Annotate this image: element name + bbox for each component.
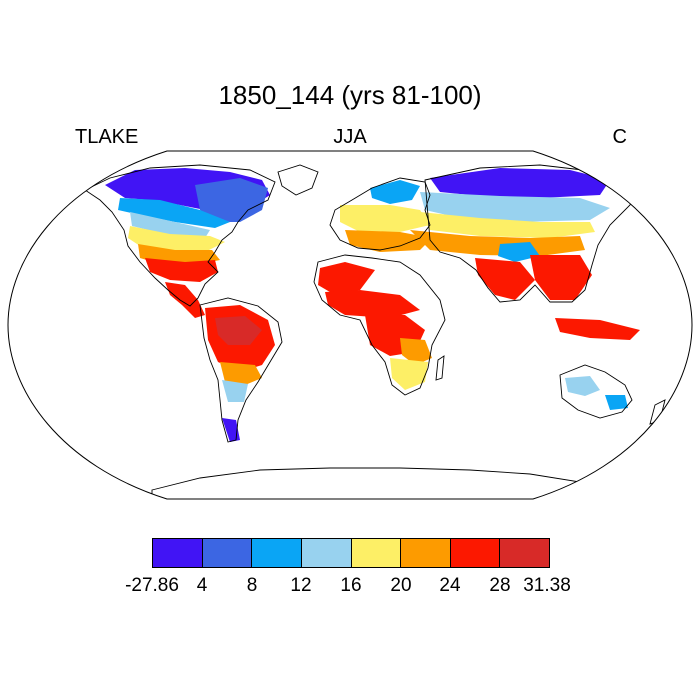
colorbar-box-4: [301, 539, 352, 567]
map-frame: [7, 150, 693, 500]
colorbar-label-8: 8: [246, 575, 258, 596]
coast-europe: [329, 177, 431, 251]
region-us-north: [128, 226, 225, 252]
region-patagonia: [222, 418, 240, 442]
region-greenland: [195, 178, 268, 222]
region-tibet: [498, 242, 540, 262]
region-east-africa: [400, 338, 432, 365]
region-central-asia: [420, 212, 595, 238]
coast-africa: [313, 254, 446, 396]
region-siberia-north: [430, 168, 610, 198]
colorbar-box-3: [252, 539, 302, 567]
season-label: JJA: [333, 126, 367, 148]
coast-new-zealand: [649, 399, 666, 425]
region-sa-south: [220, 362, 262, 385]
variable-label: TLAKE: [75, 126, 139, 148]
colorbar-label-16: 16: [340, 575, 362, 596]
colorbar-label-max: 31.38: [523, 575, 571, 596]
region-asia-orange: [410, 230, 585, 256]
colorbar-label-28: 28: [489, 575, 511, 596]
region-siberia: [420, 192, 610, 222]
region-hudson-blue: [118, 198, 230, 228]
colorbar-box-5: [351, 539, 402, 567]
region-europe-south: [345, 230, 432, 252]
region-amazon-dark: [215, 316, 262, 345]
region-north-africa: [318, 262, 375, 295]
region-scandinavia: [370, 180, 420, 204]
coast-north-america: [84, 164, 276, 307]
region-indonesia: [555, 318, 640, 340]
region-us-south: [145, 258, 218, 282]
region-australia-east: [565, 376, 600, 396]
map-title: 1850_144 (yrs 81-100): [218, 80, 482, 110]
colorbar-box-7: [450, 539, 501, 567]
coast-greenland: [277, 164, 319, 196]
colorbar-label-min: -27.86: [125, 575, 179, 596]
temperature-field: [105, 168, 640, 442]
colorbar-label-24: 24: [439, 575, 461, 596]
region-sahel: [325, 290, 420, 318]
units-label: C: [612, 126, 627, 148]
coast-south-america: [199, 297, 283, 443]
region-se-asia: [530, 255, 592, 300]
colorbar-box-1: [153, 539, 203, 567]
colorbar-box-8: [500, 539, 549, 567]
colorbar: [152, 538, 550, 568]
coast-madagascar: [435, 355, 445, 381]
region-sa-light: [222, 380, 248, 402]
colorbar-label-4: 4: [196, 575, 208, 596]
colorbar-label-20: 20: [390, 575, 412, 596]
colorbar-box-6: [401, 539, 451, 567]
coast-antarctica: [151, 467, 581, 499]
region-canada-light: [130, 212, 210, 238]
region-central-america: [165, 282, 205, 318]
region-india: [475, 258, 535, 300]
region-europe: [340, 205, 430, 232]
coast-australia: [559, 364, 633, 419]
colorbar-box-2: [202, 539, 253, 567]
region-southern-africa: [390, 358, 428, 390]
colorbar-label-12: 12: [290, 575, 312, 596]
region-australia-se: [605, 395, 628, 410]
